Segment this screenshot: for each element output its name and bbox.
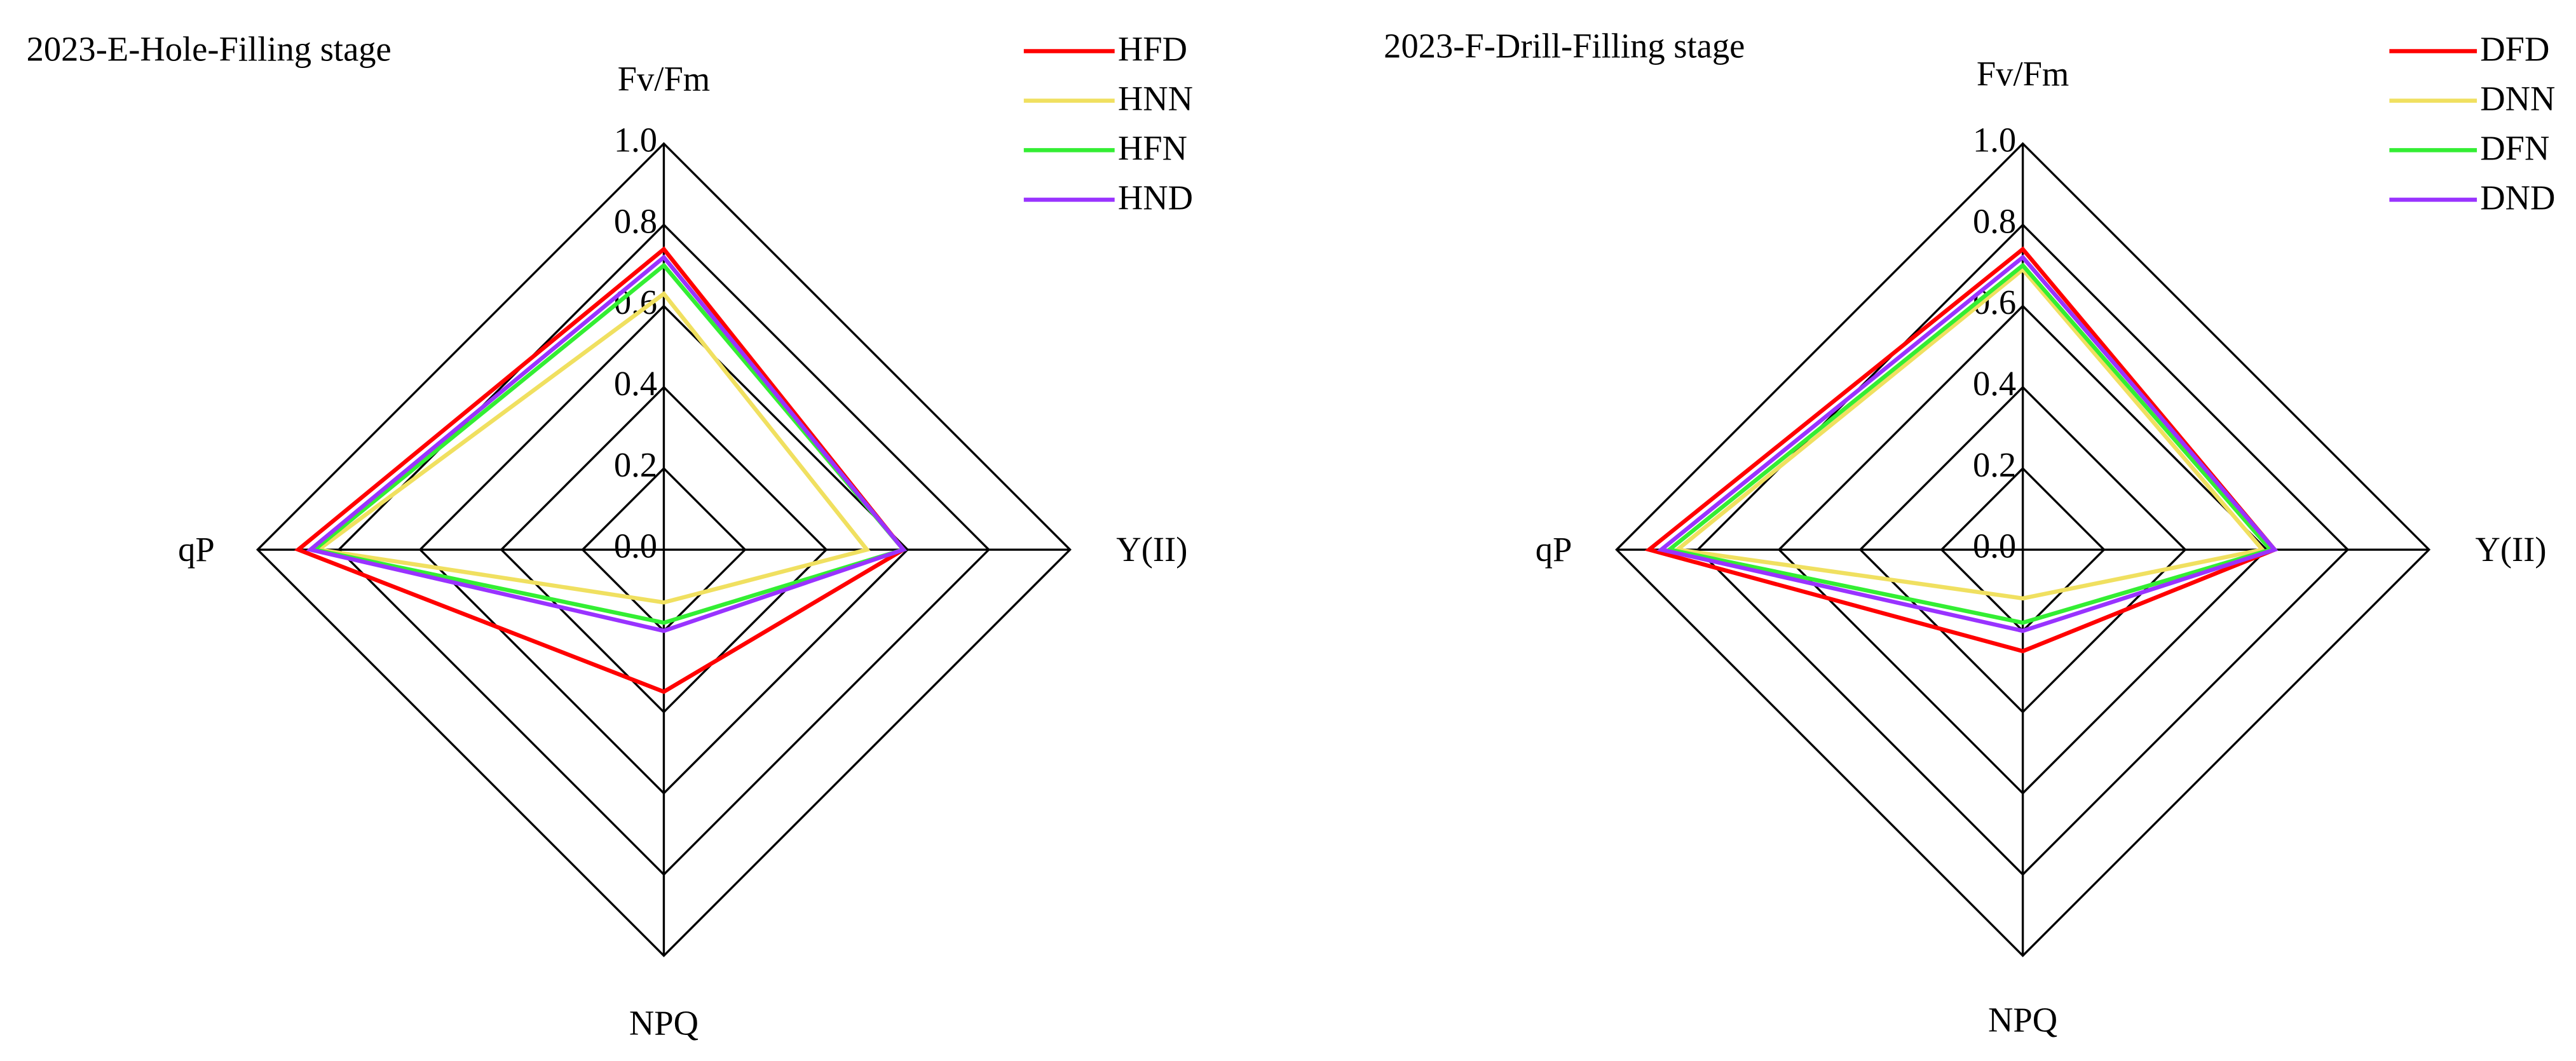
r-tick-label: 0.0 (1973, 527, 2016, 565)
series-line (313, 291, 871, 605)
legend-label: DFD (2480, 30, 2549, 69)
r-tick-label: 0.4 (614, 364, 657, 403)
legend-label: HND (1118, 178, 1193, 217)
r-tick-label: 0.2 (1973, 445, 2016, 484)
series-line (1672, 266, 2266, 601)
r-tick-label: 0.4 (1973, 364, 2016, 403)
legend-label: HFN (1118, 129, 1187, 168)
legend-label: HFD (1118, 30, 1187, 69)
legend-label: HNN (1118, 79, 1193, 118)
category-label: Y(II) (1116, 530, 1187, 569)
category-label: Y(II) (2475, 530, 2546, 569)
category-label: qP (178, 530, 215, 569)
r-tick-label: 0.0 (614, 527, 657, 565)
chart-title: 2023-F-Drill-Filling stage (1384, 26, 1745, 65)
legend-label: DNN (2480, 79, 2555, 118)
r-tick-label: 0.8 (614, 201, 657, 240)
category-label: NPQ (1988, 1000, 2057, 1039)
series-line (1665, 262, 2275, 625)
series-line (306, 254, 908, 633)
legend-label: DFN (2480, 129, 2549, 168)
r-tick-label: 1.0 (1973, 121, 2016, 159)
category-label: NPQ (629, 1003, 699, 1042)
chart-title: 2023-E-Hole-Filling stage (27, 30, 392, 69)
r-tick-label: 0.2 (614, 445, 657, 484)
r-tick-label: 1.0 (614, 121, 657, 159)
r-tick-label: 0.8 (1973, 201, 2016, 240)
category-label: Fv/Fm (1977, 55, 2069, 93)
category-label: qP (1536, 530, 1572, 569)
series-line (1656, 254, 2279, 633)
category-label: Fv/Fm (618, 59, 711, 98)
legend-label: DND (2480, 178, 2555, 217)
